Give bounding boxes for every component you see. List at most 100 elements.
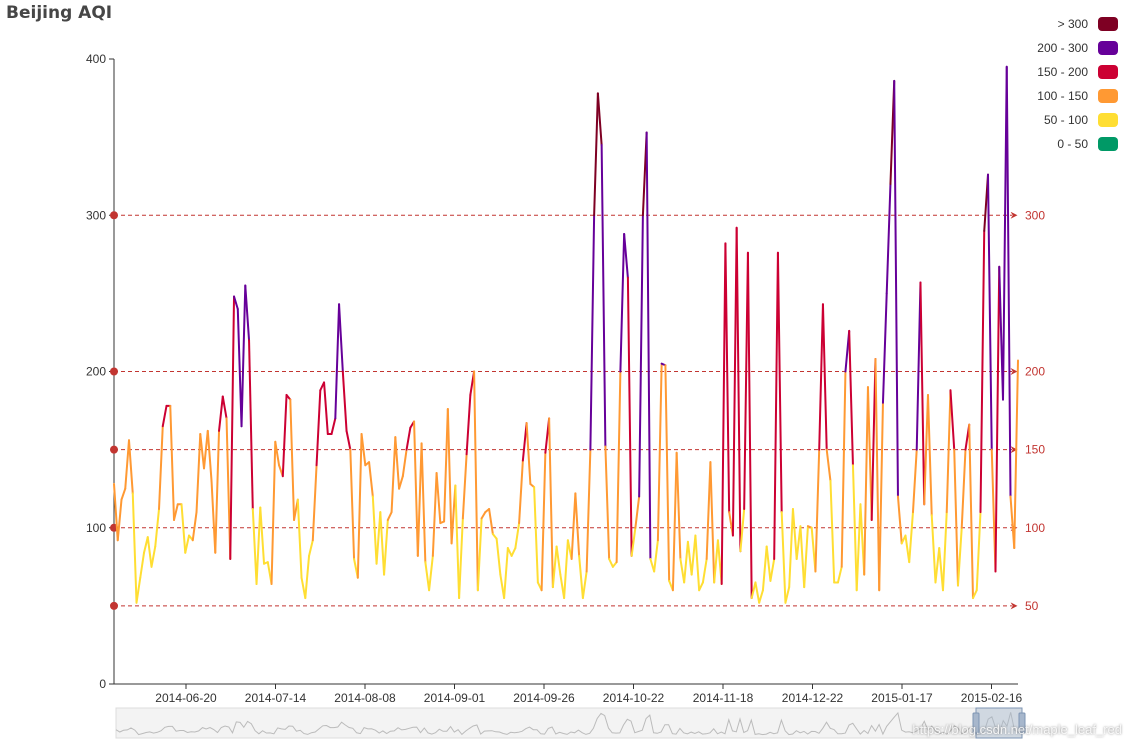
series-segment [821,303,828,451]
series-segment [128,439,134,495]
series-segment [968,423,974,600]
series-segment [750,581,757,600]
series-segment [675,451,682,560]
series-segment [664,364,671,582]
legend-swatch [1098,89,1118,103]
series-segment [401,448,408,478]
series-segment [428,554,434,592]
x-tick-label: 2014-09-26 [513,691,575,705]
mark-line-start-dot [110,367,118,376]
series-segment [308,539,314,557]
series-segment [926,393,933,517]
x-tick-label: 2014-07-14 [245,691,307,705]
series-segment [368,461,374,498]
series-segment [334,303,341,420]
series-segment [724,242,731,514]
series-segment [259,506,266,565]
series-segment [746,251,753,600]
legend-item-200-300[interactable]: 200 - 300 [998,36,1118,60]
series-segment [683,540,689,584]
series-segment [930,514,937,584]
series-segment [349,448,356,560]
series-segment [514,522,521,550]
series-segment [761,545,768,592]
x-tick-label: 2014-11-18 [693,691,754,705]
data-zoom-handle-right[interactable] [1018,712,1026,734]
series-segment [866,386,873,521]
series-segment [454,484,461,600]
series-segment [585,448,592,573]
mark-line-label: 300 [1025,208,1045,222]
series-segment [698,581,704,592]
series-segment [615,370,622,564]
series-segment [979,229,986,514]
y-tick-label: 200 [86,365,106,379]
series-segment [754,581,761,604]
series-segment [975,511,982,592]
series-segment [405,426,412,451]
series-segment [233,295,239,310]
series-segment [476,517,483,592]
series-segment [221,395,228,420]
series-segment [656,362,663,542]
series-segment [390,436,397,514]
legend-swatch [1098,17,1118,31]
series-segment [251,508,258,585]
data-zoom-preview-line [115,711,1023,736]
series-segment [596,92,603,146]
series-segment [840,370,847,568]
legend-item-50-100[interactable]: 50 - 100 [998,108,1118,132]
series-segment [1005,65,1012,498]
series-segment [870,358,877,521]
mark-line-start-dot [110,601,118,610]
series-segment [893,79,899,498]
series-segment [818,303,824,451]
series-segment [203,429,209,470]
mark-line-start-dot [110,445,118,454]
series-segment [113,483,119,542]
legend-label: 150 - 200 [1037,65,1088,79]
legend-item-over-300[interactable]: > 300 [998,12,1118,36]
series-segment [281,393,288,478]
series-segment [908,511,914,564]
series-segment [180,503,187,554]
legend-label: 50 - 100 [1043,113,1088,127]
data-zoom-selection[interactable] [975,707,1023,739]
series-segment [270,440,277,585]
series-segment [694,534,701,592]
series-segment [581,570,588,600]
series-segment [945,389,952,514]
x-tick-label: 2015-02-16 [961,691,1023,705]
mark-line-label: 150 [1025,443,1045,457]
legend-swatch [1098,113,1118,127]
series-segment [375,511,382,565]
series-segment [563,539,569,600]
series-segment [911,448,918,514]
series-segment [158,425,164,510]
series-segment [240,284,247,428]
series-segment [139,551,146,579]
series-segment [776,251,783,514]
series-segment [533,486,539,584]
series-segment [701,558,708,584]
series-segment [623,233,629,279]
data-zoom-handle-left[interactable] [972,712,980,734]
legend-item-150-200[interactable]: 150 - 200 [998,60,1118,84]
series-segment [120,487,127,501]
watermark-text: https://blog.csdn.net/maple_leaf_red [912,722,1122,737]
series-segment [116,498,123,542]
series-segment [416,442,423,557]
series-segment [803,525,809,589]
series-segment [146,536,153,568]
series-segment [398,475,404,490]
legend-item-0-50[interactable]: 0 - 50 [998,132,1118,156]
series-segment [578,554,584,600]
series-segment [131,492,138,604]
series-segment [521,422,528,462]
series-segment [653,539,659,573]
series-segment [195,433,202,514]
series-segment [814,448,821,573]
legend-item-100-150[interactable]: 100 - 150 [998,84,1118,108]
y-tick-label: 300 [86,208,106,222]
